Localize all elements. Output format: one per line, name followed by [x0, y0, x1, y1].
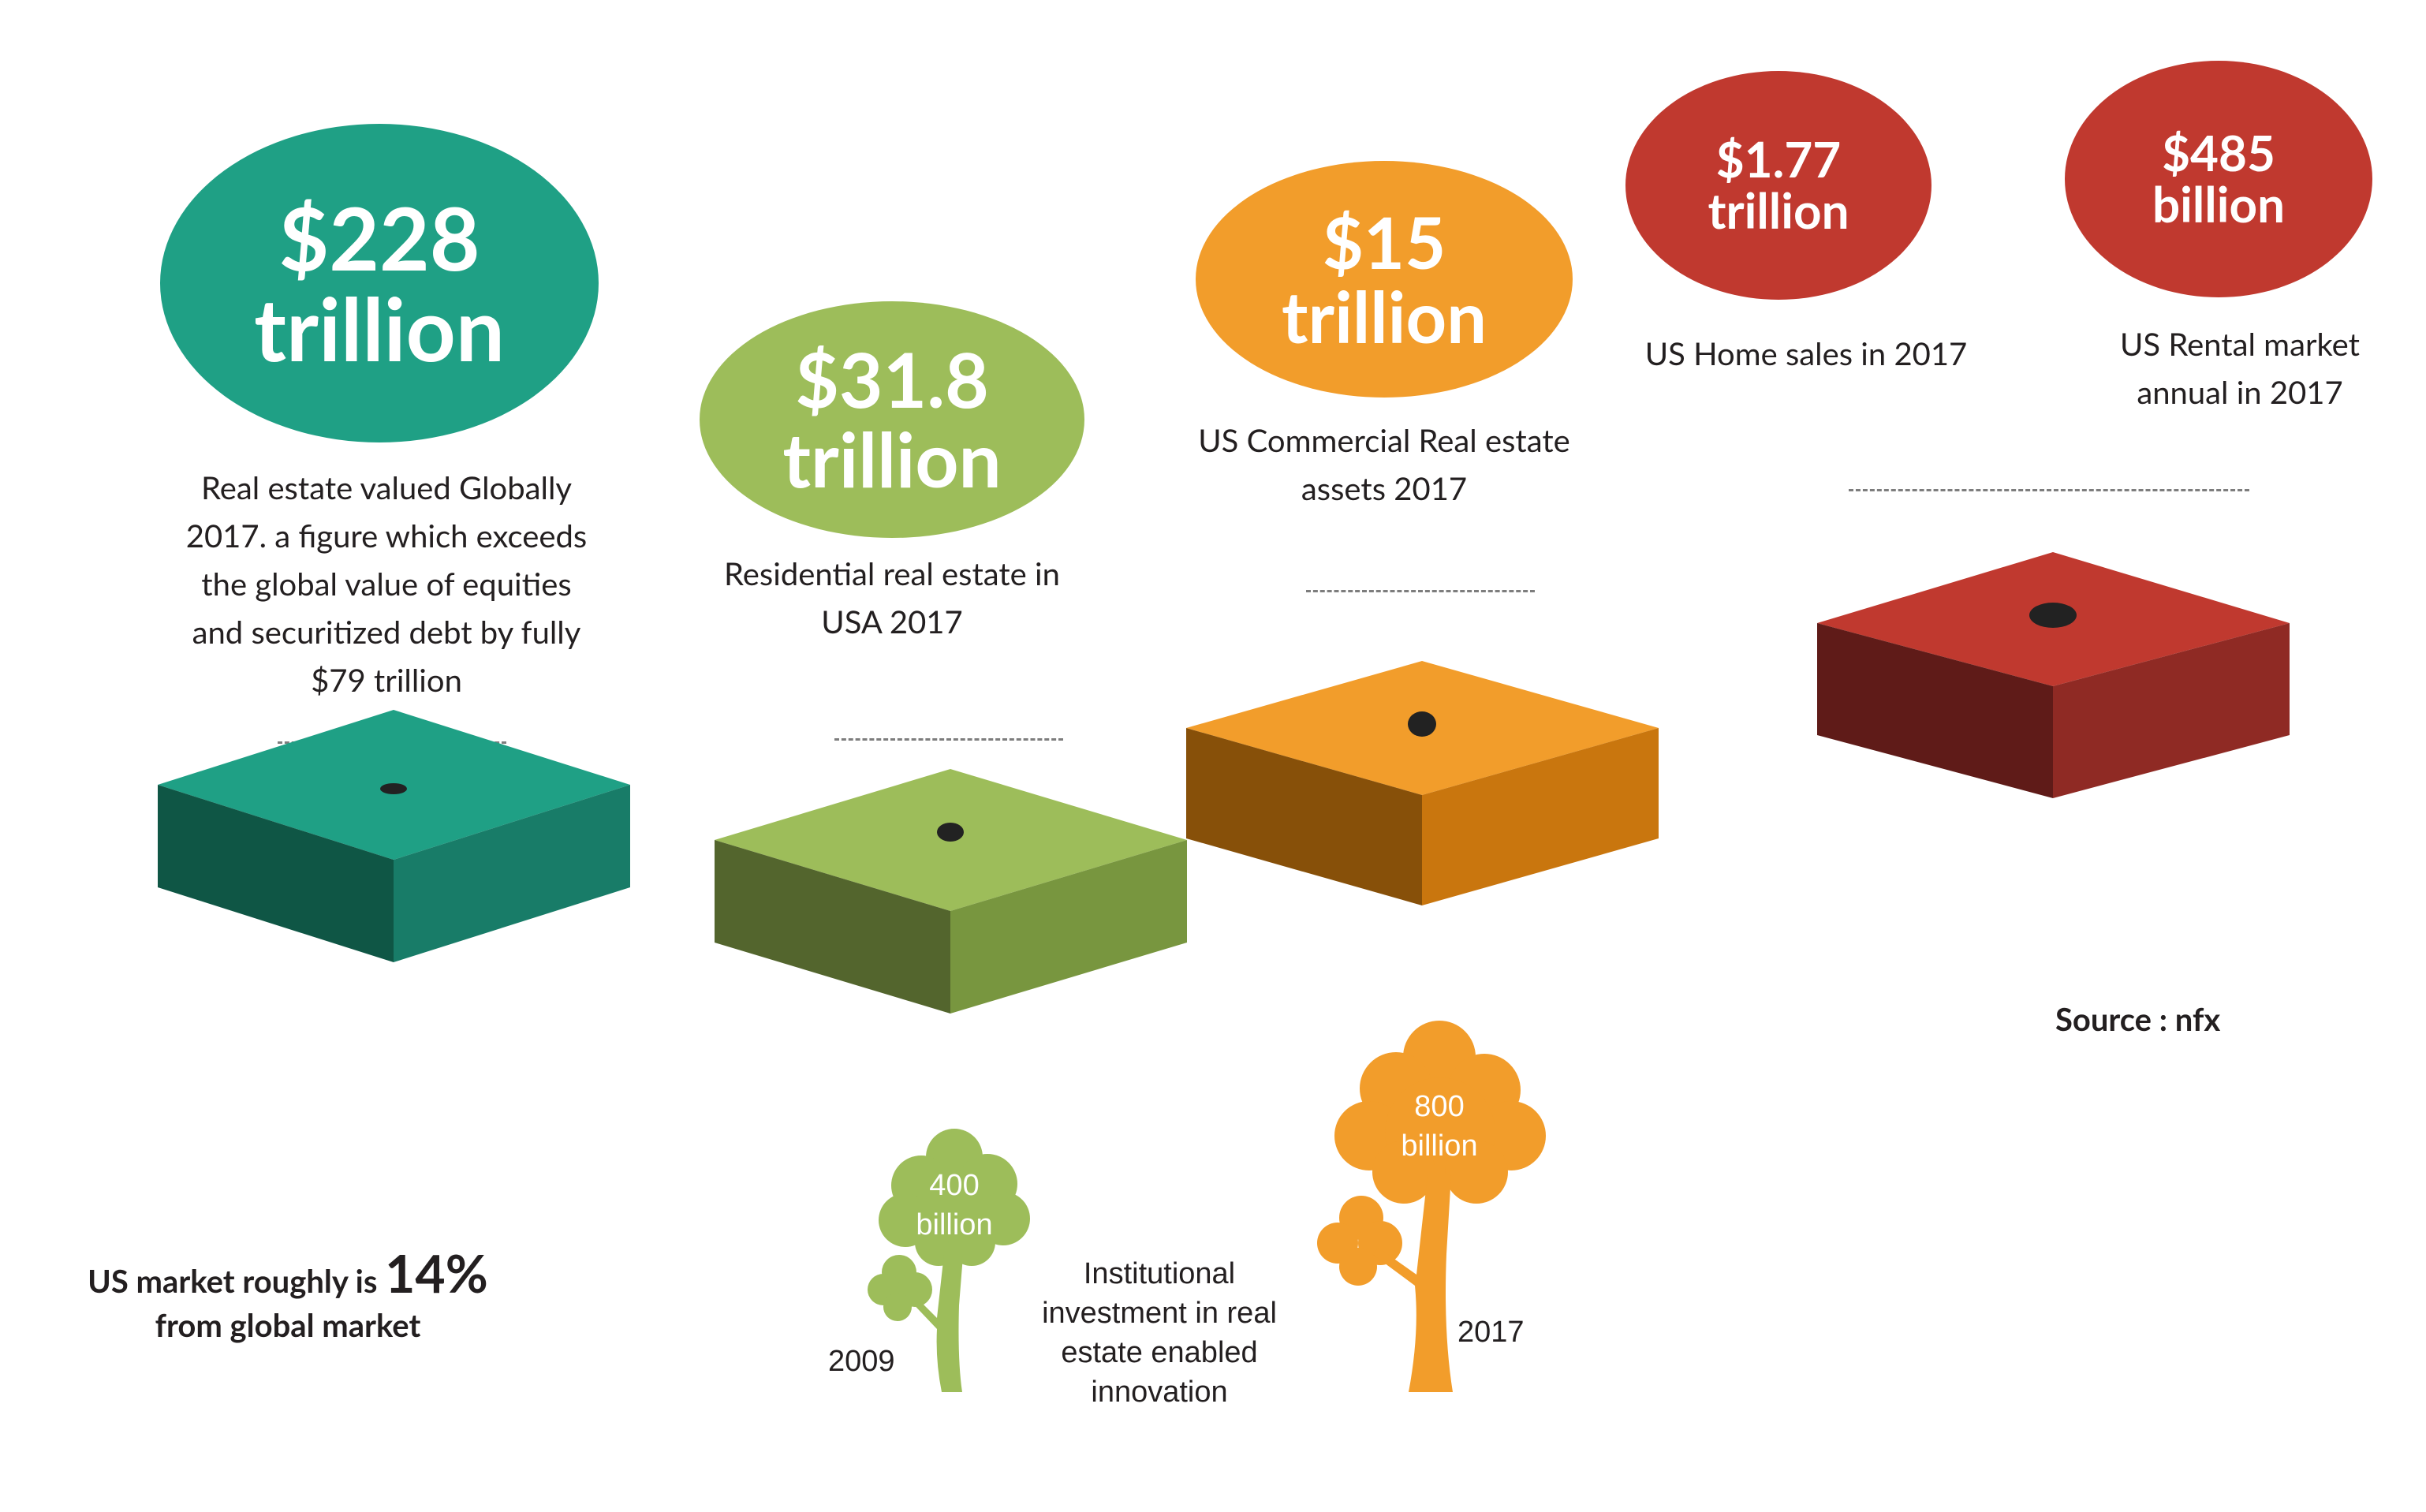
stat-oval-home-sales: $1.77 trillion: [1625, 71, 1931, 300]
dashed-line: [1849, 489, 2249, 491]
caption-line: the global value of equities: [201, 565, 572, 603]
stat-oval-residential: $31.8 trillion: [700, 301, 1084, 538]
isometric-block-orange: [1186, 661, 1659, 905]
tree-value-line: billion: [1401, 1129, 1478, 1163]
caption-line: assets 2017: [1301, 469, 1468, 507]
caption-line: US Commercial Real estate: [1198, 421, 1570, 459]
stat-oval-rental: $485 billion: [2065, 61, 2372, 297]
stat-value: $228: [278, 185, 480, 289]
stat-caption-commercial: US Commercial Real estate assets 2017: [1159, 416, 1609, 513]
tree-value-line: 400: [929, 1169, 980, 1202]
stat-value: $1.77: [1715, 129, 1842, 189]
stat-unit: trillion: [1708, 181, 1849, 240]
stat-caption-residential: Residential real estate in USA 2017: [678, 550, 1106, 646]
stat-oval-global: $228 trillion: [160, 124, 599, 442]
institutional-investment-note: Institutional investment in real estate …: [1025, 1254, 1293, 1412]
stat-caption-rental: US Rental market annual in 2017: [2051, 320, 2426, 416]
stat-caption-global: Real estate valued Globally 2017. a figu…: [142, 464, 631, 704]
stat-value: $485: [2162, 123, 2275, 182]
caption-line: 2017. a figure which exceeds: [185, 517, 588, 554]
stat-caption-home-sales: US Home sales in 2017: [1601, 330, 2011, 378]
isometric-block-green: [715, 769, 1187, 1014]
note-line: Institutional: [1083, 1257, 1236, 1290]
stat-oval-commercial: $15 trillion: [1196, 161, 1573, 398]
isometric-block-teal: [158, 710, 630, 962]
tree-value-line: 800: [1414, 1090, 1465, 1123]
tree-value-2017: 800 billion: [1372, 1087, 1506, 1166]
source-label: Source : nfx: [2055, 1000, 2221, 1038]
market-share-note: US market roughly is 14% from global mar…: [63, 1242, 513, 1344]
caption-line: US Home sales in 2017: [1644, 334, 1968, 372]
tree-value-line: billion: [916, 1208, 993, 1241]
market-share-suffix: from global market: [155, 1306, 421, 1344]
dashed-line: [834, 738, 1063, 741]
stat-unit: trillion: [782, 413, 1002, 504]
note-line: innovation: [1091, 1376, 1228, 1409]
caption-line: and securitized debt by fully: [192, 613, 581, 651]
note-line: estate enabled: [1061, 1336, 1258, 1369]
dashed-line: [1306, 590, 1535, 592]
stat-value: $31.8: [795, 334, 989, 425]
market-share-line: US market roughly is 14%: [63, 1242, 513, 1305]
note-line: investment in real: [1042, 1297, 1277, 1330]
tree-year-2009: 2009: [828, 1345, 895, 1378]
caption-line: US Rental market: [2119, 325, 2361, 363]
stat-unit: billion: [2152, 175, 2286, 233]
isometric-block-red: [1817, 552, 2290, 798]
tree-icon-2017: [1317, 1021, 1546, 1392]
stat-value: $15: [1322, 199, 1446, 285]
tree-year-2017: 2017: [1457, 1316, 1525, 1349]
stat-unit: trillion: [254, 276, 505, 380]
stat-unit: trillion: [1282, 274, 1487, 359]
tree-icon-2009: [868, 1129, 1030, 1392]
caption-line: Residential real estate in: [724, 554, 1060, 592]
market-share-value: 14%: [385, 1242, 488, 1305]
market-share-prefix: US market roughly is: [88, 1262, 378, 1300]
tree-value-2009: 400 billion: [891, 1166, 1017, 1245]
caption-line: Real estate valued Globally: [201, 469, 572, 506]
caption-line: USA 2017: [821, 603, 963, 640]
caption-line: $79 trillion: [311, 661, 462, 699]
caption-line: annual in 2017: [2137, 373, 2343, 411]
